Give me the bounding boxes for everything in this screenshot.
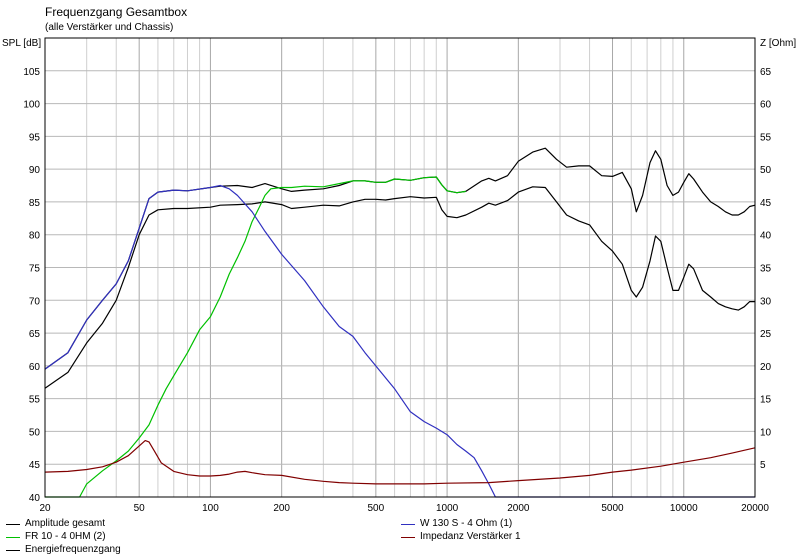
x-tick-label: 5000 bbox=[601, 503, 624, 514]
x-tick-label: 10000 bbox=[670, 503, 698, 514]
y-left-tick-label: 100 bbox=[23, 100, 40, 111]
plot-border bbox=[44, 37, 756, 498]
y-left-tick-label: 60 bbox=[29, 362, 41, 373]
y-left-tick-label: 40 bbox=[29, 493, 41, 504]
x-tick-label: 500 bbox=[368, 503, 385, 514]
series-line-w-130-s-4-ohm-1 bbox=[44, 184, 755, 498]
legend-item-impedanz: Impedanz Verstärker 1 bbox=[401, 531, 521, 543]
y-axis-left-label: SPL [dB] bbox=[2, 38, 42, 49]
y-left-tick-label: 105 bbox=[23, 67, 40, 78]
legend-item-w130s: W 130 S - 4 Ohm (1) bbox=[401, 518, 513, 530]
y-right-tick-label: 5 bbox=[760, 460, 766, 471]
chart-title: Frequenzgang Gesamtbox bbox=[45, 5, 188, 19]
legend-swatch bbox=[401, 537, 415, 538]
chart-subtitle: (alle Verstärker und Chassis) bbox=[45, 22, 174, 33]
y-left-tick-label: 80 bbox=[29, 231, 41, 242]
legend-label: W 130 S - 4 Ohm (1) bbox=[420, 518, 513, 529]
y-right-tick-label: 35 bbox=[760, 264, 772, 275]
y-left-tick-label: 50 bbox=[29, 427, 41, 438]
y-left-tick-label: 55 bbox=[29, 395, 41, 406]
legend-swatch bbox=[401, 524, 415, 525]
y-right-tick-label: 10 bbox=[760, 427, 772, 438]
y-left-tick-label: 65 bbox=[29, 329, 41, 340]
legend-item-amplitude-gesamt: Amplitude gesamt bbox=[6, 518, 106, 530]
legend-swatch bbox=[6, 537, 20, 538]
x-tick-label: 100 bbox=[202, 503, 219, 514]
y-right-tick-label: 25 bbox=[760, 329, 772, 340]
y-left-tick-label: 45 bbox=[29, 460, 41, 471]
legend-label: Impedanz Verstärker 1 bbox=[420, 531, 521, 542]
y-right-tick-label: 15 bbox=[760, 395, 772, 406]
y-right-tick-label: 40 bbox=[760, 231, 772, 242]
legend-swatch bbox=[6, 550, 20, 551]
x-tick-label: 20000 bbox=[741, 503, 769, 514]
x-tick-label: 2000 bbox=[507, 503, 530, 514]
series-line-energiefrequenzgang bbox=[44, 147, 756, 370]
y-axis-right-label: Z [Ohm] bbox=[760, 38, 797, 49]
y-left-tick-label: 70 bbox=[29, 296, 41, 307]
y-right-tick-label: 50 bbox=[760, 165, 772, 176]
legend-item-fr10: FR 10 - 4 0HM (2) bbox=[6, 531, 106, 543]
x-tick-label: 50 bbox=[134, 503, 146, 514]
x-tick-label: 20 bbox=[39, 503, 51, 514]
y-left-tick-label: 95 bbox=[29, 132, 41, 143]
legend-swatch bbox=[6, 524, 20, 525]
legend-item-energiefrequenzgang: Energiefrequenzgang bbox=[6, 544, 121, 556]
tick-labels: 20 50 100 200 500 1000 2000 5000 10000 20000 40 45 5… bbox=[23, 67, 771, 514]
y-right-tick-label: 30 bbox=[760, 296, 772, 307]
series-line-amplitude-gesamt bbox=[44, 186, 755, 389]
x-tick-label: 1000 bbox=[436, 503, 459, 514]
y-right-tick-label: 60 bbox=[760, 100, 772, 111]
y-right-tick-label: 20 bbox=[760, 362, 772, 373]
legend-label: FR 10 - 4 0HM (2) bbox=[25, 531, 106, 542]
y-right-tick-label: 55 bbox=[760, 132, 772, 143]
y-left-tick-label: 85 bbox=[29, 198, 41, 209]
y-left-tick-label: 90 bbox=[29, 165, 41, 176]
legend-label: Energiefrequenzgang bbox=[25, 544, 121, 555]
y-right-tick-label: 45 bbox=[760, 198, 772, 209]
legend-label: Amplitude gesamt bbox=[25, 518, 106, 529]
y-left-tick-label: 75 bbox=[29, 264, 41, 275]
x-tick-label: 200 bbox=[273, 503, 290, 514]
series-line-impedanz-verst-rker-1 bbox=[44, 440, 756, 485]
series-line-fr-10-4-0hm-2 bbox=[45, 176, 466, 498]
series-lines bbox=[44, 147, 756, 498]
y-right-tick-label: 65 bbox=[760, 67, 772, 78]
